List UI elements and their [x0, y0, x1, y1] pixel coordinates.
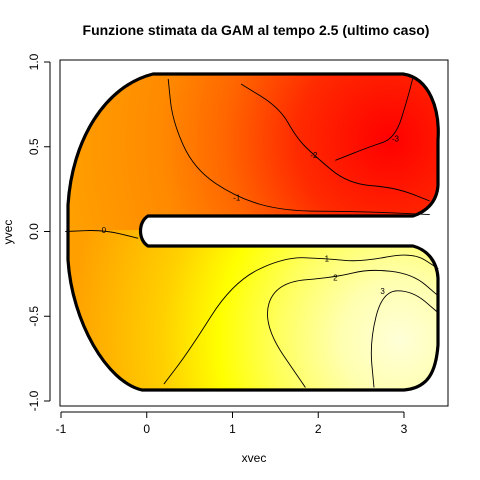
contour-line: [370, 290, 439, 388]
x-tick-label: 2: [315, 422, 322, 436]
contour-line: [167, 78, 430, 215]
chart-title: Funzione stimata da GAM al tempo 2.5 (ul…: [83, 22, 430, 38]
contour-label: 0: [102, 226, 107, 235]
domain-boundary: [66, 72, 440, 392]
y-tick-label: 0.5: [27, 138, 41, 155]
y-tick-label: 1.0: [27, 53, 41, 70]
contour-label: -1: [233, 194, 241, 203]
x-tick-label: 0: [143, 422, 150, 436]
contour-line: [65, 230, 139, 239]
plot-frame: [59, 59, 449, 407]
contour-lines: -3 -2 -1 0 12 3: [65, 78, 439, 388]
contour-line: [335, 78, 414, 161]
contour-line: [267, 269, 439, 388]
contour-label: 2: [333, 273, 338, 282]
y-tick-label: -1.0: [27, 390, 41, 411]
y-axis: -1.0 -0.5 0.0 0.5 1.0: [27, 53, 51, 411]
contour-label: 3: [380, 287, 385, 296]
y-axis-label: yvec: [1, 220, 15, 245]
x-tick-label: 3: [401, 422, 408, 436]
contour-line: [240, 83, 430, 202]
x-tick-label: 1: [229, 422, 236, 436]
x-axis-label: xvec: [242, 451, 267, 465]
contour-line: [163, 254, 439, 385]
contour-label: -2: [310, 151, 318, 160]
contour-label: 1: [325, 255, 330, 264]
filled-contour-region: [68, 74, 439, 390]
y-tick-label: -0.5: [27, 306, 41, 327]
contour-label: -3: [392, 134, 400, 143]
y-tick-label: 0.0: [27, 223, 41, 240]
x-tick-label: -1: [56, 422, 67, 436]
x-axis: -1 0 1 2 3: [56, 411, 408, 436]
